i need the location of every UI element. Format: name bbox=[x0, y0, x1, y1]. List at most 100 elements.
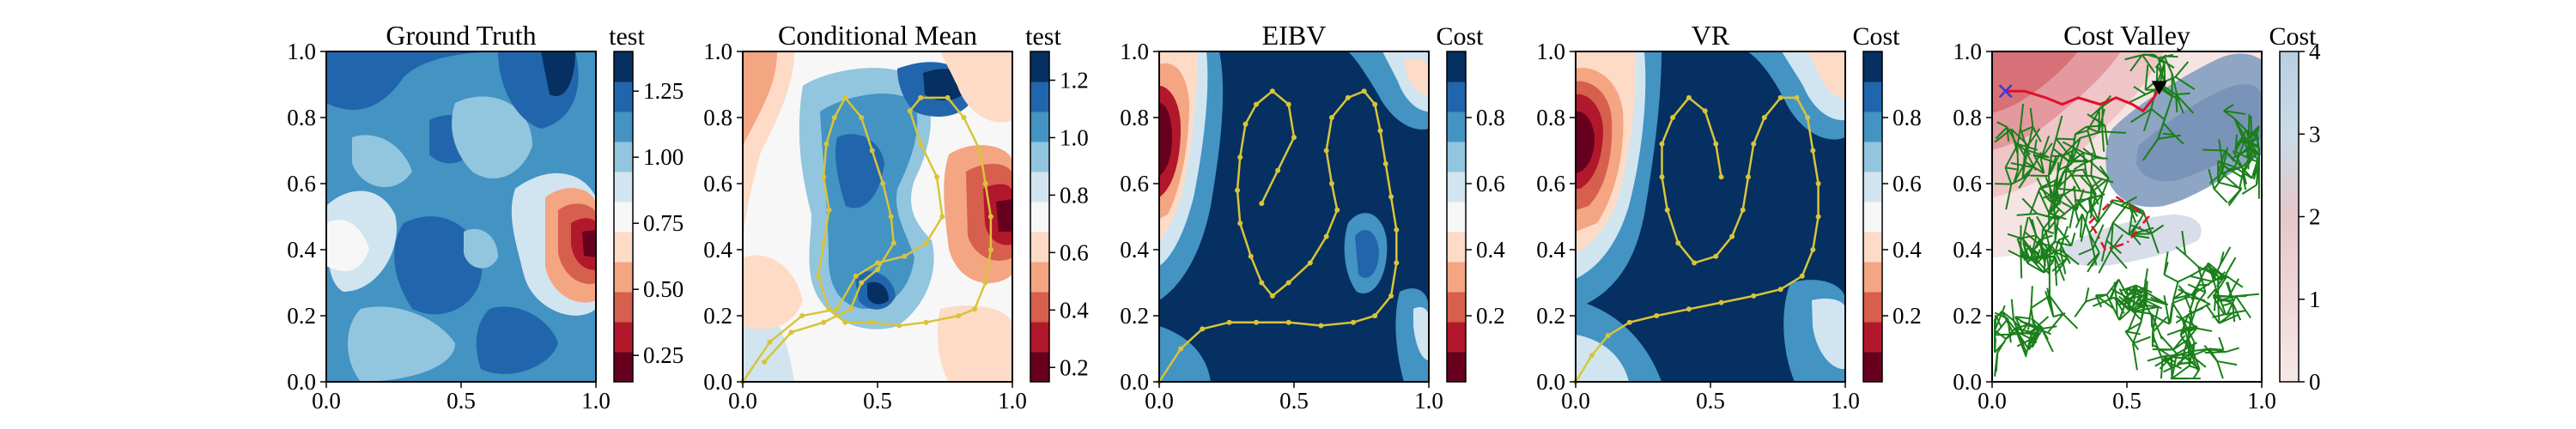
tree-edge bbox=[2216, 360, 2224, 379]
tree-edge bbox=[2204, 351, 2226, 354]
colorbar-title: test bbox=[1025, 22, 1061, 51]
colorbar-level bbox=[1030, 142, 1049, 172]
heatmap-eibv bbox=[1159, 51, 1429, 382]
waypoint bbox=[821, 319, 827, 325]
tree-edge bbox=[2219, 246, 2232, 266]
waypoint bbox=[1226, 319, 1232, 325]
tree-edge bbox=[2154, 353, 2178, 367]
colorbar-level bbox=[1030, 262, 1049, 293]
tree-edge bbox=[2055, 137, 2073, 160]
colorbar-level bbox=[1030, 82, 1049, 112]
waypoint bbox=[1361, 88, 1367, 94]
waypoint bbox=[907, 108, 913, 114]
tree-edge bbox=[2132, 335, 2151, 345]
tree-edge bbox=[2129, 54, 2143, 72]
tree-edge bbox=[2043, 325, 2057, 329]
tree-edge bbox=[2113, 296, 2131, 311]
y-tick-label: 1.0 bbox=[287, 39, 316, 64]
tree-edge bbox=[2088, 233, 2100, 254]
tree-edge bbox=[2223, 110, 2246, 116]
tree-edge bbox=[2246, 140, 2260, 148]
panel-eibv: EIBV 0.0 0.5 1.0 bbox=[1120, 20, 1505, 414]
y-tick-label: 0.0 bbox=[1120, 369, 1149, 395]
colorbar-level bbox=[1863, 142, 1882, 172]
colorbar-level bbox=[1447, 202, 1466, 233]
colorbar: 0.2 0.4 0.6 0.8 1.0 1.2 bbox=[1030, 51, 1089, 383]
colorbar-tick-label: 0 bbox=[2309, 369, 2321, 395]
colorbar-title: Cost bbox=[1852, 22, 1900, 51]
tree-edge bbox=[2158, 134, 2181, 140]
x-tick-label: 0.0 bbox=[312, 388, 341, 414]
tree-edge bbox=[2006, 127, 2010, 142]
x-axis: 0.0 0.5 1.0 bbox=[728, 382, 1027, 414]
tree-edge bbox=[2057, 239, 2071, 264]
waypoint bbox=[987, 214, 993, 220]
tree-edge bbox=[2140, 299, 2146, 323]
tree-edge bbox=[2197, 283, 2210, 287]
tree-edge bbox=[2070, 233, 2076, 246]
waypoint bbox=[1200, 326, 1206, 332]
heatmap-vr bbox=[1576, 51, 1845, 382]
waypoint bbox=[982, 280, 988, 286]
tree-edge bbox=[2126, 287, 2141, 296]
waypoint bbox=[1259, 280, 1265, 286]
colorbar-tick-label: 0.8 bbox=[1060, 182, 1089, 208]
tree-edge bbox=[2022, 242, 2039, 255]
tree-edge bbox=[2021, 149, 2026, 178]
waypoint bbox=[869, 148, 875, 154]
waypoint bbox=[1718, 174, 1724, 180]
tree-edge bbox=[2118, 294, 2129, 321]
tree-edge bbox=[2124, 53, 2144, 61]
tree-edge bbox=[2052, 196, 2057, 225]
y-axis: 0.0 0.2 0.4 0.6 0.8 1.0 bbox=[1953, 39, 1992, 395]
tree-edge bbox=[2101, 131, 2105, 152]
tree-edge bbox=[2085, 287, 2090, 302]
tree-edge bbox=[2020, 125, 2033, 133]
tree-edge bbox=[2171, 365, 2190, 379]
waypoint bbox=[972, 306, 978, 312]
colorbar-level bbox=[1030, 232, 1049, 263]
tree-edge bbox=[2085, 125, 2099, 134]
y-tick-label: 0.4 bbox=[703, 237, 732, 263]
tree-edge bbox=[2142, 108, 2153, 132]
x-axis: 0.0 0.5 1.0 bbox=[1978, 382, 2276, 414]
waypoint bbox=[788, 329, 794, 335]
colorbar-level bbox=[1447, 232, 1466, 263]
waypoint bbox=[1285, 101, 1291, 107]
tree-edge bbox=[2089, 106, 2102, 118]
colorbar-level bbox=[1863, 232, 1882, 263]
tree-edge bbox=[2218, 311, 2234, 324]
waypoint bbox=[1254, 101, 1260, 107]
tree-edge bbox=[2010, 299, 2015, 321]
tree-edge bbox=[2050, 197, 2063, 214]
waypoint bbox=[1751, 293, 1757, 299]
tree-edge bbox=[2005, 166, 2019, 171]
tree-edge bbox=[2040, 242, 2053, 248]
waypoint bbox=[815, 273, 821, 279]
waypoint bbox=[1589, 353, 1595, 359]
tree-edge bbox=[2149, 312, 2170, 325]
target-triangle bbox=[2151, 81, 2167, 95]
tree-edge bbox=[2196, 292, 2207, 305]
colorbar-tick-label: 0.4 bbox=[1893, 237, 1922, 263]
tree-edge bbox=[2188, 295, 2206, 302]
waypoint bbox=[1713, 253, 1719, 259]
tree-edge bbox=[2063, 168, 2086, 173]
sampling-path bbox=[1157, 89, 1398, 383]
tree-edge bbox=[2213, 288, 2217, 311]
tree-edge bbox=[2007, 233, 2024, 240]
tree-edge bbox=[2092, 296, 2115, 307]
tree-edge bbox=[2069, 159, 2088, 162]
tree-edge bbox=[2047, 313, 2064, 333]
waypoint bbox=[880, 181, 886, 186]
colorbar-level bbox=[1863, 262, 1882, 293]
waypoint bbox=[767, 339, 773, 345]
waypoint bbox=[1285, 280, 1291, 286]
waypoint bbox=[1777, 94, 1783, 100]
planned-route bbox=[2005, 87, 2160, 113]
waypoint bbox=[1761, 115, 1767, 120]
tree-edge bbox=[2029, 108, 2034, 127]
colorbar-tick-label: 1.00 bbox=[643, 144, 683, 170]
waypoint bbox=[1605, 333, 1611, 339]
waypoint bbox=[1248, 253, 1254, 259]
